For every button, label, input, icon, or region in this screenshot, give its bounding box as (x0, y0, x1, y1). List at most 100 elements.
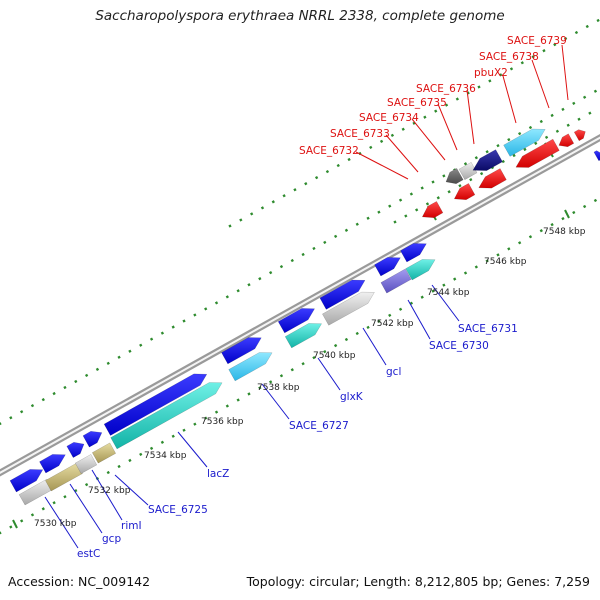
gene-arrow-cyan (284, 323, 323, 349)
tick-dot (463, 271, 468, 275)
tick-dot (544, 135, 549, 139)
tick-dot (479, 171, 484, 176)
gene-arrow-red (478, 168, 507, 189)
tick-dot (282, 194, 286, 198)
backbone-highlight (0, 136, 600, 474)
tick-dot (431, 289, 435, 293)
tick-dot (539, 119, 543, 124)
tick-dot (566, 123, 570, 127)
tick-dot (204, 307, 208, 311)
leader-line-forward (114, 474, 149, 506)
genome-backbone (0, 133, 600, 477)
gene-box-khaki (91, 442, 117, 464)
leader-line-reverse (531, 59, 550, 109)
tick-dot (0, 422, 2, 426)
gene-arrow-blue (39, 454, 66, 474)
tick-dot (225, 295, 229, 299)
tick-dot (431, 180, 435, 184)
tick-dot (9, 416, 13, 420)
tick-dot (531, 55, 535, 59)
tick-dot (501, 159, 505, 164)
tick-dot (347, 157, 351, 162)
tick-dot (182, 319, 186, 323)
tick-dot (333, 234, 338, 238)
genome-title: Saccharopolyspora erythraea NRRL 2338, c… (95, 8, 505, 24)
tick-dot (149, 446, 154, 450)
tick-dot (409, 301, 414, 305)
tick-dot (117, 464, 121, 469)
tick-dot (377, 319, 381, 324)
tick-dot (593, 198, 598, 203)
tick-dot (488, 79, 492, 83)
leader-line-reverse (355, 151, 409, 180)
gene-arrow-navy (472, 149, 503, 171)
tick-dot (518, 131, 522, 136)
tick-dot (369, 145, 373, 150)
tick-dot (577, 117, 581, 121)
tick-dot (585, 24, 589, 29)
gene-arrow-blue (374, 257, 401, 277)
tick-dot (507, 137, 511, 142)
gene-label-SACE_6727: SACE_6727 (289, 420, 349, 432)
leader-line-forward (177, 431, 208, 468)
tick-dot (204, 416, 208, 420)
tick-dot (84, 482, 89, 487)
tick-dot (344, 228, 349, 232)
tick-dot (0, 531, 2, 535)
gene-features (9, 128, 600, 506)
tick-dot (290, 368, 294, 372)
gene-arrow-cyan (405, 259, 436, 281)
tick-dot (582, 95, 587, 99)
gene-box-purple (380, 268, 412, 294)
leader-line-reverse (561, 44, 569, 101)
tick-dot (225, 404, 229, 408)
tick-dot (214, 301, 219, 305)
tick-dot (379, 139, 384, 143)
tick-dot (436, 196, 440, 200)
gene-label-lacZ: lacZ (207, 468, 229, 480)
gene-label-gcl: gcl (386, 366, 401, 378)
tick-dot (333, 343, 338, 348)
tick-dot (290, 258, 294, 263)
tick-dot (534, 141, 538, 146)
tick-dot (474, 265, 478, 269)
tick-dot (20, 519, 24, 523)
tick-dot (236, 289, 240, 293)
leader-line-forward (317, 357, 341, 391)
gene-arrow-blue (319, 279, 366, 310)
tick-dot (523, 147, 527, 152)
gene-arrow-red (421, 201, 444, 218)
gene-arrow-sky (503, 128, 546, 157)
tick-dot (247, 392, 251, 396)
tick-dot (171, 434, 175, 438)
tick-dot (593, 89, 598, 93)
tick-dot (279, 374, 284, 378)
gene-arrow-blue (221, 337, 262, 365)
leader-line-forward (44, 496, 79, 549)
gene-arrow-blue (82, 431, 103, 448)
tick-dot (398, 198, 403, 202)
tick-dot (420, 295, 424, 299)
tick-dot (401, 127, 405, 131)
leader-line-forward (431, 284, 460, 322)
tick-dot (518, 241, 522, 245)
tick-dot (258, 277, 262, 281)
tick-dot (20, 410, 24, 414)
tick-dot (388, 313, 392, 317)
tick-dot (550, 113, 554, 118)
tick-dot (30, 513, 35, 517)
gene-arrow-darkgray (445, 168, 464, 184)
tick-dot (9, 525, 13, 529)
tick-dot (388, 204, 392, 208)
tick-dot (366, 216, 370, 220)
gene-arrow-blue (277, 308, 316, 334)
tick-dot (477, 85, 481, 89)
tick-dot (171, 325, 175, 329)
leader-line-forward (362, 327, 387, 366)
tick-dot (563, 36, 568, 41)
tick-dot (507, 247, 511, 251)
gene-arrow-cyan (110, 382, 223, 450)
gene-label-SACE_6736: SACE_6736 (416, 83, 476, 95)
tick-dot (250, 212, 254, 216)
